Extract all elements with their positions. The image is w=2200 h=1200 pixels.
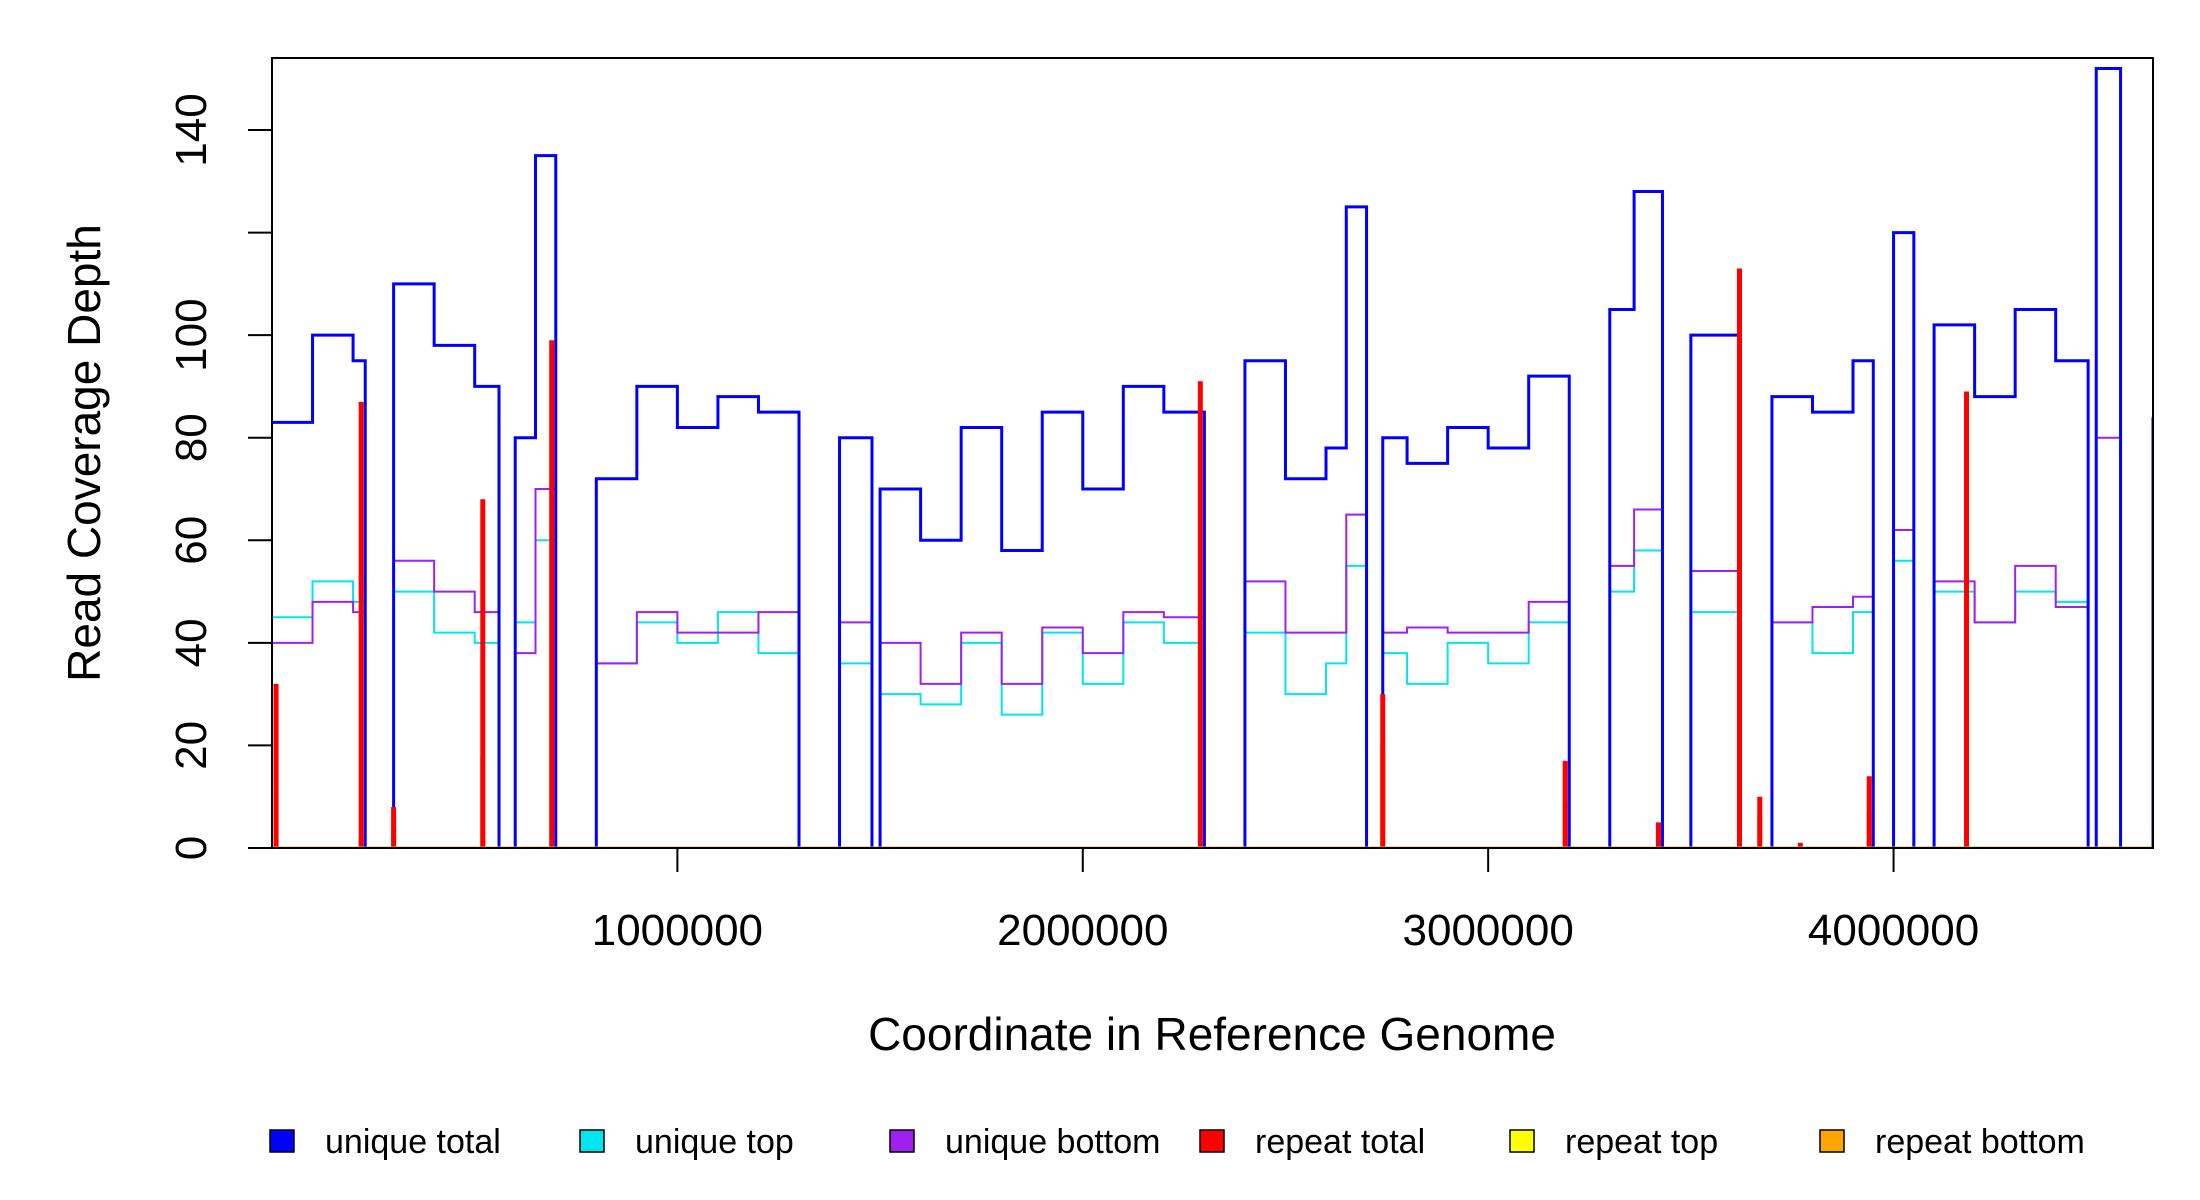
y-tick-label: 60 xyxy=(167,516,216,565)
x-tick-label: 1000000 xyxy=(592,906,763,955)
legend-swatch xyxy=(1819,1129,1845,1153)
x-tick-label: 3000000 xyxy=(1403,906,1574,955)
legend-swatch xyxy=(889,1129,915,1153)
legend-swatch xyxy=(1199,1129,1225,1153)
series-repeat-total xyxy=(273,268,1970,848)
legend-label: unique top xyxy=(635,1123,794,1161)
legend: unique total unique top unique bottom repea… xyxy=(269,1123,2085,1161)
series-unique-total xyxy=(272,66,2153,848)
legend-entry: unique total xyxy=(269,1123,501,1161)
y-tick-label: 140 xyxy=(167,93,216,166)
x-tick-label: 4000000 xyxy=(1808,906,1979,955)
legend-entry: unique top xyxy=(579,1123,794,1161)
legend-label: unique total xyxy=(325,1123,501,1161)
legend-entry: repeat bottom xyxy=(1819,1123,2085,1161)
y-axis-title: Read Coverage Depth xyxy=(58,224,110,682)
y-tick-label: 20 xyxy=(167,721,216,770)
legend-label: repeat total xyxy=(1255,1123,1425,1161)
legend-label: repeat top xyxy=(1565,1123,1718,1161)
y-tick-label: 80 xyxy=(167,413,216,462)
y-tick-label: 100 xyxy=(167,298,216,371)
x-axis-title: Coordinate in Reference Genome xyxy=(868,1008,1556,1060)
legend-entry: unique bottom xyxy=(889,1123,1161,1161)
legend-swatch xyxy=(579,1129,605,1153)
x-tick-label: 2000000 xyxy=(997,906,1168,955)
legend-label: unique bottom xyxy=(945,1123,1161,1161)
legend-swatch xyxy=(1509,1129,1535,1153)
legend-entry: repeat top xyxy=(1509,1123,1718,1161)
y-tick-label: 0 xyxy=(167,836,216,860)
legend-label: repeat bottom xyxy=(1875,1123,2085,1161)
legend-swatch xyxy=(269,1129,295,1153)
plot-area xyxy=(272,66,2153,848)
y-tick-label: 40 xyxy=(167,618,216,667)
legend-entry: repeat total xyxy=(1199,1123,1425,1161)
